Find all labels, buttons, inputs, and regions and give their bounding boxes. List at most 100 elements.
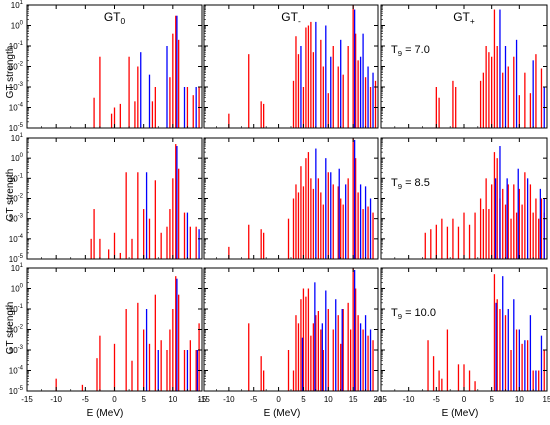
- y-tick-label: 10-5: [9, 123, 24, 133]
- x-tick-label: -5: [82, 395, 90, 404]
- x-tick-label: 5: [489, 395, 494, 404]
- y-tick-label: 100: [11, 21, 24, 31]
- x-tick-label: 15: [198, 395, 207, 404]
- y-tick-label: 10-5: [9, 386, 24, 396]
- temperature-label: T9 = 10.0: [391, 307, 436, 321]
- y-tick-label: 100: [11, 284, 24, 294]
- x-tick-label: 5: [141, 395, 146, 404]
- y-tick-exp: 1: [20, 263, 24, 269]
- y-tick-exp: 1: [20, 0, 24, 6]
- y-tick-label: 10-1: [9, 173, 24, 183]
- y-tick-base: 10: [9, 367, 18, 376]
- y-tick-label: 100: [11, 153, 24, 163]
- y-tick-label: 10-1: [9, 304, 24, 314]
- y-tick-exp: -4: [18, 103, 24, 109]
- y-tick-exp: -5: [18, 123, 24, 129]
- y-tick-label: 101: [11, 0, 24, 10]
- y-tick-exp: -5: [18, 386, 24, 392]
- x-tick-label: -5: [433, 395, 441, 404]
- y-tick-label: 101: [11, 263, 24, 273]
- y-tick-base: 10: [11, 154, 20, 163]
- x-tick-label: -10: [50, 395, 62, 404]
- y-axis-title-group: GT strength GT strength GT strength: [5, 46, 16, 355]
- panel-r3-c2: -15 -10 -5 0 5 10 15 20: [198, 267, 383, 404]
- temperature-label-rest: = 10.0: [402, 307, 436, 319]
- column-title: GT+: [453, 10, 475, 26]
- x-axis-title-col-2: E (MeV): [264, 408, 301, 419]
- y-tick-label: 10-1: [9, 41, 24, 51]
- x-axis-title-col-1: E (MeV): [87, 408, 124, 419]
- y-tick-base: 10: [9, 387, 18, 396]
- temperature-label-sub: 9: [398, 49, 402, 58]
- y-tick-exp: -3: [18, 82, 24, 88]
- y-tick-exp: -4: [18, 366, 24, 372]
- panel-r1-c3: GT+ T9 = 7.0: [380, 4, 548, 129]
- column-title-base: GT: [104, 10, 121, 24]
- y-tick-label: 10-3: [9, 214, 24, 224]
- y-tick-base: 10: [9, 42, 18, 51]
- y-tick-exp: 0: [20, 284, 24, 290]
- column-title-base: GT: [453, 10, 470, 24]
- temperature-label-rest: = 7.0: [402, 44, 430, 56]
- y-tick-base: 10: [9, 63, 18, 72]
- temperature-label-sub: 9: [398, 312, 402, 321]
- y-tick-base: 10: [9, 83, 18, 92]
- x-tick-label: 5: [301, 395, 306, 404]
- y-tick-label: 10-2: [9, 325, 24, 335]
- y-tick-base: 10: [9, 215, 18, 224]
- x-axis-title-group: E (MeV) E (MeV) E (MeV): [87, 408, 479, 419]
- temperature-label: T9 = 8.5: [391, 177, 430, 191]
- panel-r3-c3: -15 -10 -5 0 5 10 15 T9 = 10.0: [375, 267, 550, 404]
- panel-r2-c3: T9 = 8.5: [380, 137, 548, 260]
- y-tick-base: 10: [9, 255, 18, 264]
- x-tick-label: -10: [223, 395, 235, 404]
- column-title-sub: 0: [121, 16, 126, 26]
- y-tick-base: 10: [9, 305, 18, 314]
- y-tick-base: 10: [9, 124, 18, 133]
- column-title-sub: -: [298, 16, 301, 26]
- plot-frame: [203, 267, 379, 392]
- x-tick-label: -5: [250, 395, 258, 404]
- y-tick-base: 10: [11, 134, 20, 143]
- y-tick-exp: 0: [20, 153, 24, 159]
- y-tick-base: 10: [9, 174, 18, 183]
- y-tick-exp: 0: [20, 21, 24, 27]
- temperature-label-sub: 9: [398, 182, 402, 191]
- x-tick-label: -15: [375, 395, 387, 404]
- y-tick-exp: -1: [18, 173, 24, 179]
- x-tick-label: -10: [403, 395, 415, 404]
- panel-r2-c2: [203, 137, 379, 260]
- y-tick-base: 10: [9, 346, 18, 355]
- column-title-base: GT: [281, 10, 298, 24]
- y-tick-label: 10-3: [9, 345, 24, 355]
- y-tick-label: 10-2: [9, 62, 24, 72]
- y-tick-base: 10: [11, 285, 20, 294]
- panel-r1-c2: GT-: [203, 4, 379, 129]
- y-tick-exp: 1: [20, 133, 24, 139]
- y-tick-base: 10: [9, 235, 18, 244]
- y-tick-label: 10-4: [9, 103, 24, 113]
- temperature-label-base: T: [391, 177, 398, 189]
- y-tick-exp: -4: [18, 234, 24, 240]
- y-tick-label: 10-4: [9, 234, 24, 244]
- x-tick-label: 15: [349, 395, 358, 404]
- x-tick-label: 10: [515, 395, 524, 404]
- y-tick-base: 10: [9, 104, 18, 113]
- y-axis-title-row-2: GT strength: [5, 169, 16, 222]
- y-tick-exp: -3: [18, 345, 24, 351]
- column-title: GT0: [104, 10, 126, 26]
- temperature-label-base: T: [391, 307, 398, 319]
- y-tick-exp: -5: [18, 254, 24, 260]
- x-tick-label: 10: [324, 395, 333, 404]
- temperature-label: T9 = 7.0: [391, 44, 430, 58]
- y-tick-label: 10-3: [9, 82, 24, 92]
- x-tick-label: 0: [462, 395, 467, 404]
- y-tick-exp: -1: [18, 304, 24, 310]
- y-tick-label: 10-5: [9, 254, 24, 264]
- y-tick-exp: -2: [18, 62, 24, 68]
